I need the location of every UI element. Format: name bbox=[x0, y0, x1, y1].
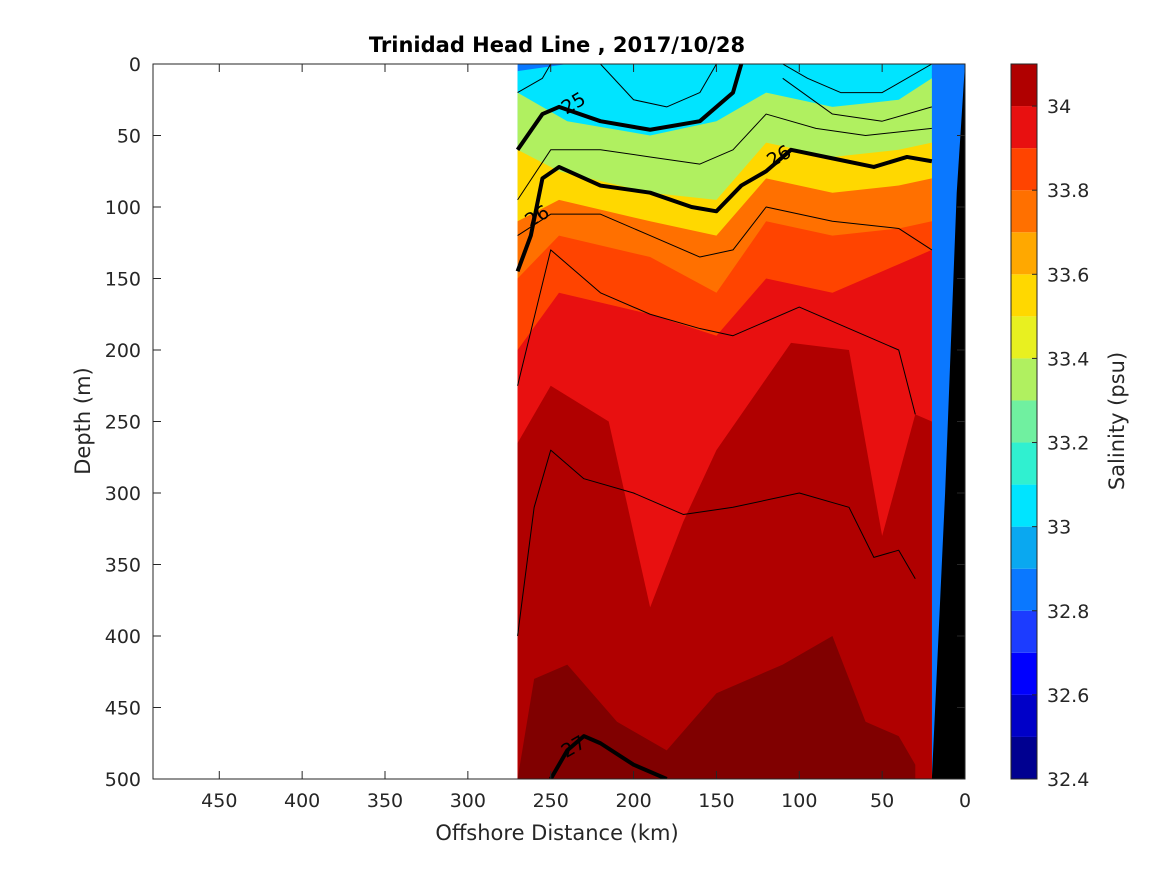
colorbar-tick-label: 32.4 bbox=[1047, 769, 1089, 791]
colorbar-swatch bbox=[1011, 64, 1037, 107]
colorbar-tick-label: 32.8 bbox=[1047, 601, 1089, 623]
x-tick-label: 0 bbox=[959, 790, 971, 812]
colorbar-tick-label: 34 bbox=[1047, 96, 1071, 118]
colorbar-swatch bbox=[1011, 274, 1037, 317]
salinity-fill-layers bbox=[517, 64, 965, 779]
colorbar-swatch bbox=[1011, 484, 1037, 527]
y-axis-ticks: 0 50 100 150 200 250 300 350 400 450 500 bbox=[105, 54, 965, 791]
x-axis-label: Offshore Distance (km) bbox=[435, 821, 678, 845]
colorbar-swatch bbox=[1011, 442, 1037, 485]
y-tick-label: 50 bbox=[117, 126, 141, 148]
colorbar-swatch bbox=[1011, 358, 1037, 401]
x-tick-label: 350 bbox=[367, 790, 403, 812]
y-tick-label: 350 bbox=[105, 555, 141, 577]
colorbar-swatch bbox=[1011, 232, 1037, 275]
colorbar-swatch bbox=[1011, 316, 1037, 359]
colorbar-tick-label: 33.8 bbox=[1047, 180, 1089, 202]
colorbar-swatch bbox=[1011, 526, 1037, 569]
colorbar: 32.4 32.6 32.8 33 33.2 33.4 33.6 33.8 34 bbox=[1010, 63, 1089, 791]
colorbar-tick-label: 33 bbox=[1047, 517, 1071, 539]
colorbar-label: Salinity (psu) bbox=[1105, 352, 1129, 490]
colorbar-swatch bbox=[1011, 736, 1037, 779]
bathymetry-mask bbox=[931, 64, 965, 779]
x-tick-label: 50 bbox=[870, 790, 894, 812]
density-contour-thin-2 bbox=[517, 64, 552, 94]
salinity-layer-7 bbox=[517, 636, 916, 779]
density-contour-25 bbox=[515, 64, 744, 151]
density-contour-thin-4 bbox=[782, 64, 933, 94]
colorbar-swatch bbox=[1011, 694, 1037, 737]
colorbar-swatch bbox=[1011, 610, 1037, 653]
chart-title: Trinidad Head Line , 2017/10/28 bbox=[369, 33, 745, 57]
y-tick-label: 250 bbox=[105, 412, 141, 434]
x-tick-label: 300 bbox=[450, 790, 486, 812]
y-tick-label: 150 bbox=[105, 269, 141, 291]
colorbar-swatch bbox=[1011, 190, 1037, 233]
colorbar-swatch bbox=[1011, 400, 1037, 443]
y-tick-label: 300 bbox=[105, 483, 141, 505]
x-tick-label: 400 bbox=[284, 790, 320, 812]
x-tick-label: 150 bbox=[698, 790, 734, 812]
density-contour-thin-8 bbox=[517, 249, 916, 415]
density-contour-thin-6 bbox=[517, 113, 932, 201]
colorbar-swatch bbox=[1011, 568, 1037, 611]
y-tick-label: 500 bbox=[105, 769, 141, 791]
density-contour-thin-5 bbox=[782, 77, 932, 122]
y-tick-label: 0 bbox=[129, 54, 141, 76]
colorbar-swatch bbox=[1011, 148, 1037, 191]
colorbar-tick-label: 33.6 bbox=[1047, 264, 1089, 286]
x-tick-label: 100 bbox=[781, 790, 817, 812]
y-tick-label: 450 bbox=[105, 698, 141, 720]
y-tick-label: 100 bbox=[105, 197, 141, 219]
colorbar-tick-label: 33.2 bbox=[1047, 433, 1089, 455]
y-tick-label: 200 bbox=[105, 340, 141, 362]
density-contour-27 bbox=[548, 734, 668, 779]
density-contours bbox=[515, 64, 933, 779]
colorbar-swatch bbox=[1011, 106, 1037, 149]
density-contour-26 bbox=[515, 147, 933, 273]
density-contour-thin-7 bbox=[517, 206, 933, 258]
bathymetry bbox=[931, 64, 965, 779]
colorbar-frame bbox=[1010, 63, 1038, 780]
y-axis-label: Depth (m) bbox=[71, 367, 95, 474]
y-tick-label: 400 bbox=[105, 626, 141, 648]
x-tick-label: 200 bbox=[615, 790, 651, 812]
x-tick-label: 250 bbox=[533, 790, 569, 812]
colorbar-tick-label: 32.6 bbox=[1047, 685, 1089, 707]
colorbar-tick-label: 33.4 bbox=[1047, 348, 1089, 370]
density-contour-thin-3 bbox=[600, 64, 717, 108]
density-contour-thin-9 bbox=[517, 449, 916, 637]
colorbar-swatch bbox=[1011, 652, 1037, 695]
x-tick-label: 450 bbox=[201, 790, 237, 812]
x-axis-ticks: 450 400 350 300 250 200 150 100 50 0 bbox=[201, 64, 971, 812]
